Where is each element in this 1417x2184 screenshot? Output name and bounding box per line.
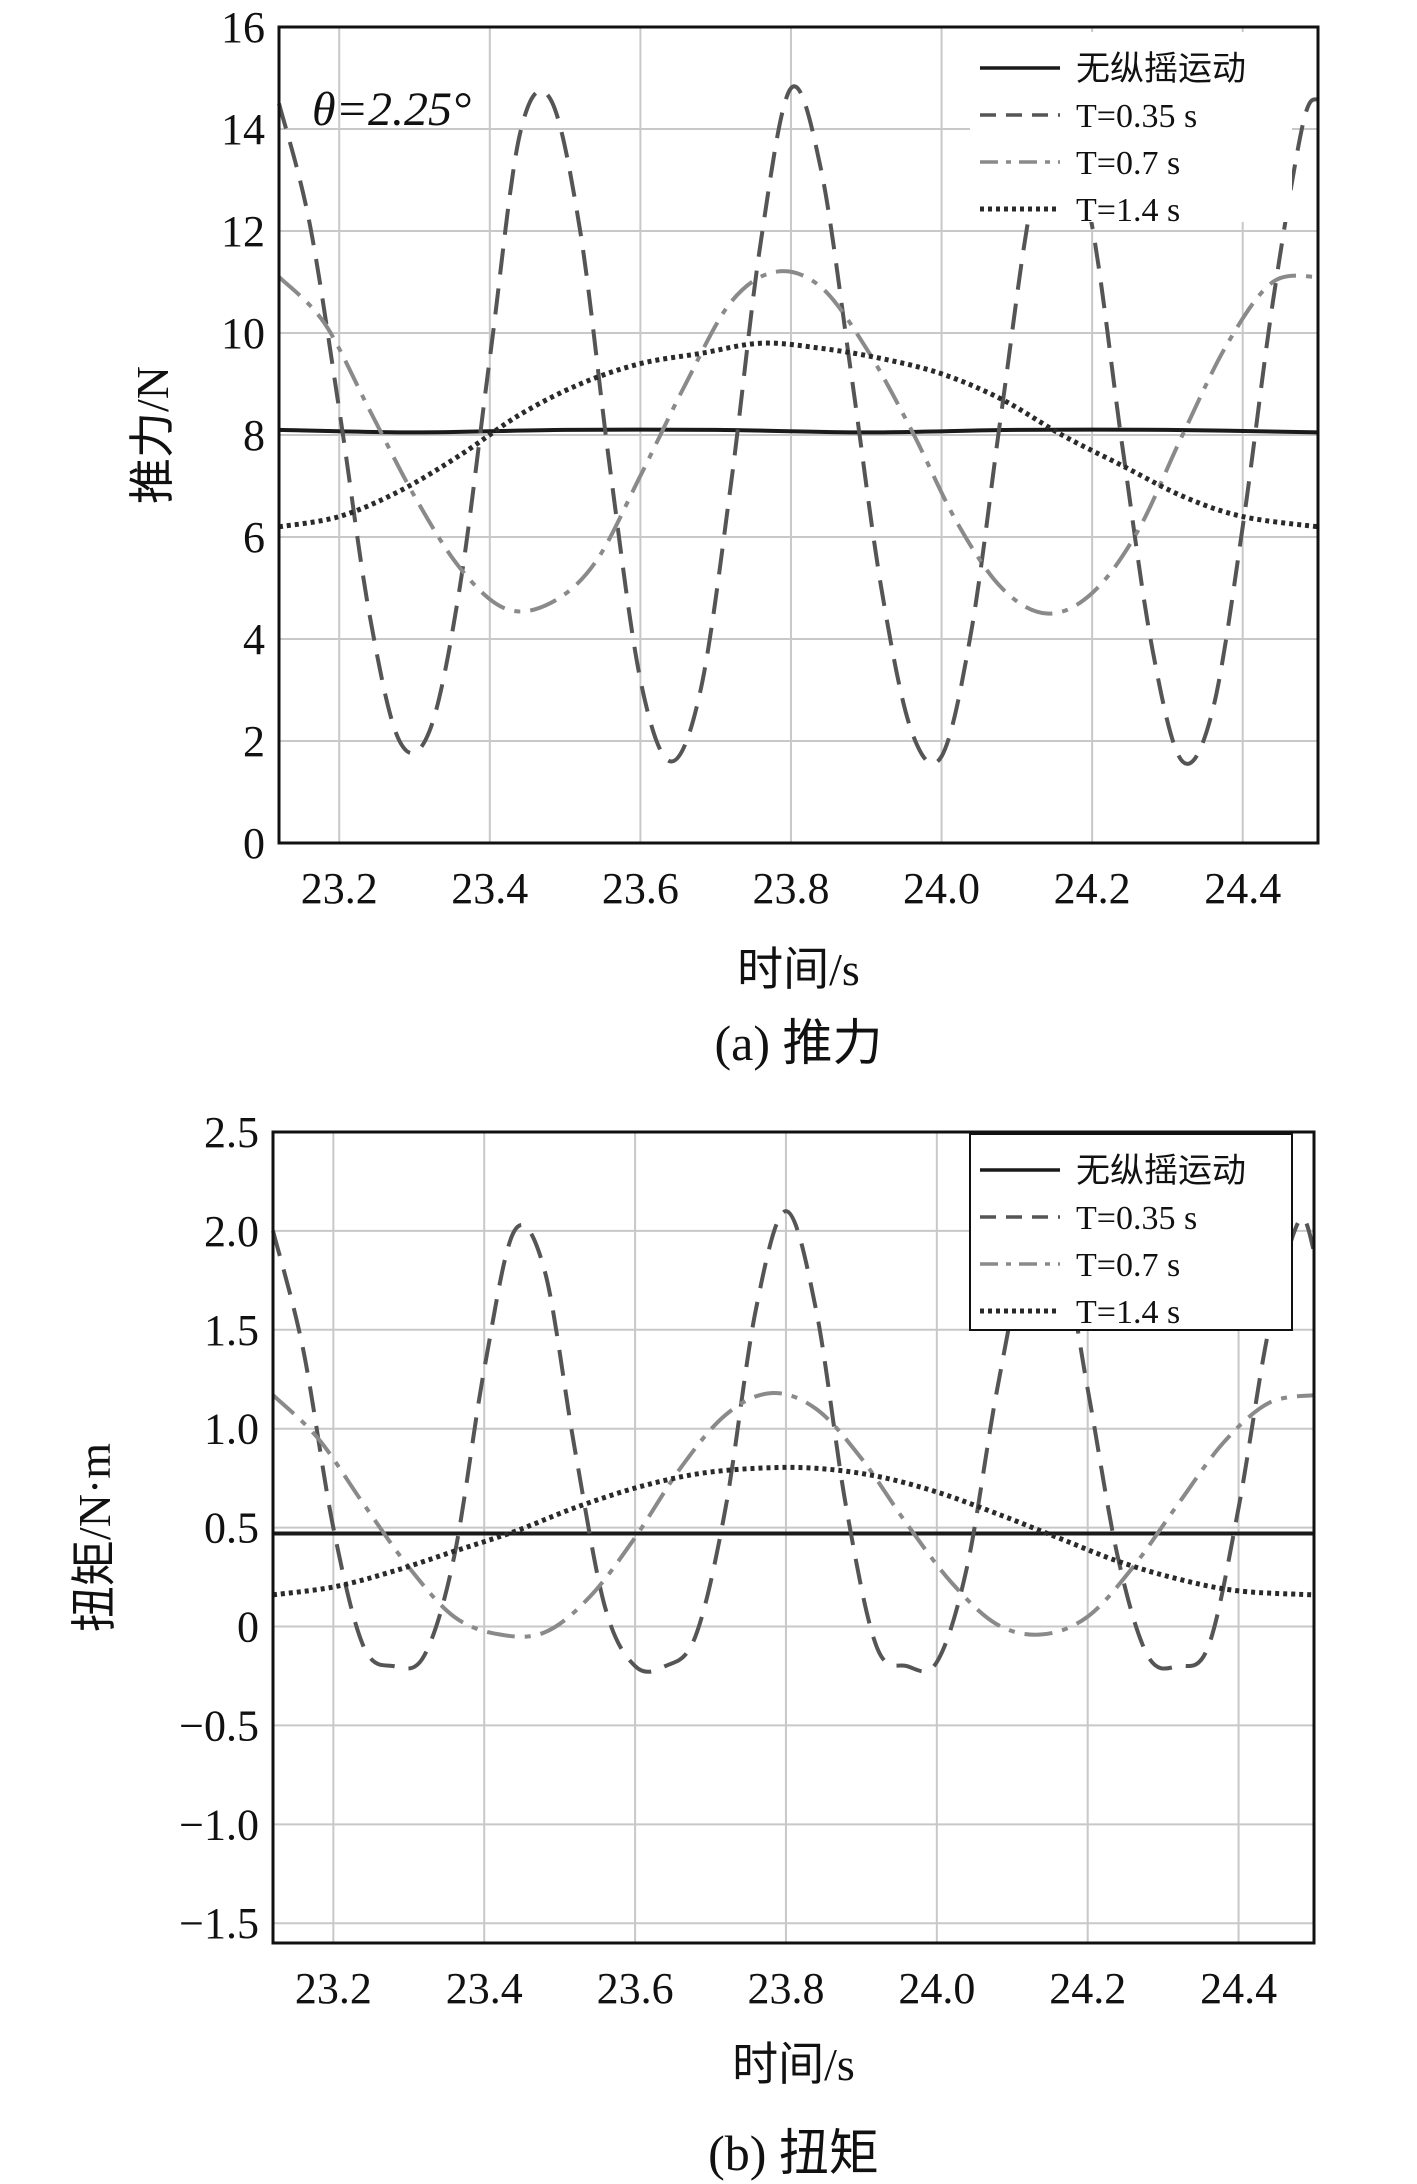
y-tick-label: −1.0 bbox=[179, 1800, 259, 1849]
series-line-torque-3 bbox=[271, 1391, 1315, 1639]
y-tick-label: 10 bbox=[221, 309, 265, 358]
legend-box bbox=[969, 1133, 1293, 1331]
series-line-torque-4 bbox=[272, 1464, 1315, 1598]
legend-label: T=0.7 s bbox=[1076, 1247, 1180, 1284]
legend-label: T=0.35 s bbox=[1076, 98, 1197, 135]
legend-torque: 无纵摇运动 T=0.35 s T=0.7 s T=1.4 s bbox=[969, 1133, 1293, 1331]
panel-thrust: 0 2 4 6 8 10 12 14 16 23.2 23.4 23.6 23.8 24.0 24.2 24… bbox=[127, 3, 1320, 1071]
legend-label: T=0.35 s bbox=[1076, 1200, 1197, 1237]
y-tick-label: 2 bbox=[243, 717, 265, 766]
legend-label: 无纵摇运动 bbox=[1076, 1152, 1246, 1190]
series-group-thrust bbox=[277, 84, 1320, 766]
y-tick-label: 14 bbox=[221, 105, 265, 154]
x-tick-label: 23.4 bbox=[451, 864, 528, 913]
x-tick-labels-torque: 23.2 23.4 23.6 23.8 24.0 24.2 24.4 bbox=[295, 1964, 1277, 2013]
y-axis-title-thrust: 推力/N bbox=[127, 366, 178, 504]
y-tick-label: 16 bbox=[221, 3, 265, 52]
legend-label: 无纵摇运动 bbox=[1076, 50, 1246, 88]
y-tick-label: 12 bbox=[221, 207, 265, 256]
series-line-thrust-1 bbox=[278, 427, 1319, 435]
y-axis-title-torque: 扭矩/N·m bbox=[69, 1443, 120, 1632]
series-group-torque bbox=[271, 1209, 1316, 1674]
panel-torque: −1.5−1.0−0.500.51.01.52.02.5 23.2 23.4 23.… bbox=[69, 1108, 1316, 2181]
series-line-torque-2 bbox=[271, 1209, 1316, 1674]
x-tick-label: 23.6 bbox=[602, 864, 679, 913]
x-tick-label: 23.6 bbox=[597, 1964, 674, 2013]
series-line-thrust-3 bbox=[277, 269, 1319, 616]
y-tick-label: 0.5 bbox=[204, 1504, 259, 1553]
plot-frame-torque bbox=[271, 1130, 1316, 1945]
legend-box bbox=[970, 32, 1292, 222]
legend-thrust: 无纵摇运动 T=0.35 s T=0.7 s T=1.4 s bbox=[970, 32, 1292, 229]
x-tick-label: 23.8 bbox=[752, 864, 829, 913]
x-tick-label: 23.2 bbox=[301, 864, 378, 913]
y-tick-label: 6 bbox=[243, 513, 265, 562]
y-tick-label: 0 bbox=[237, 1603, 259, 1652]
series-line-thrust-2 bbox=[277, 84, 1320, 766]
caption-thrust: (a) 推力 bbox=[715, 1015, 883, 1071]
y-tick-label: 4 bbox=[243, 615, 265, 664]
x-tick-label: 24.2 bbox=[1054, 864, 1131, 913]
x-tick-label: 24.2 bbox=[1049, 1964, 1126, 2013]
y-tick-labels-torque: −1.5 −1.0 −0.5 0 0.5 1.0 1.5 2.0 2.5 bbox=[179, 1108, 259, 1948]
x-tick-label: 23.8 bbox=[747, 1964, 824, 2013]
legend-label: T=0.7 s bbox=[1076, 145, 1180, 182]
x-tick-label: 24.4 bbox=[1200, 1964, 1277, 2013]
y-tick-label: 1.0 bbox=[204, 1405, 259, 1454]
x-tick-label: 24.0 bbox=[903, 864, 980, 913]
y-tick-label: −1.5 bbox=[179, 1899, 259, 1948]
x-axis-title-thrust: 时间/s bbox=[737, 944, 860, 995]
caption-torque: (b) 扭矩 bbox=[708, 2125, 879, 2181]
legend-label: T=1.4 s bbox=[1076, 192, 1180, 229]
x-tick-label: 24.4 bbox=[1204, 864, 1281, 913]
x-tick-label: 23.2 bbox=[295, 1964, 372, 2013]
theta-annotation: θ=2.25° bbox=[312, 83, 471, 136]
y-tick-label: −0.5 bbox=[179, 1701, 259, 1750]
x-axis-title-torque: 时间/s bbox=[732, 2039, 855, 2090]
y-tick-label: 2.5 bbox=[204, 1108, 259, 1157]
y-tick-label: 2.0 bbox=[204, 1207, 259, 1256]
x-tick-label: 23.4 bbox=[446, 1964, 523, 2013]
y-tick-label: 0 bbox=[243, 819, 265, 868]
grid-thrust bbox=[279, 26, 1318, 844]
x-tick-labels-thrust: 23.2 23.4 23.6 23.8 24.0 24.2 24.4 bbox=[301, 864, 1281, 913]
legend-label: T=1.4 s bbox=[1076, 1294, 1180, 1331]
y-tick-labels-thrust: 0 2 4 6 8 10 12 14 16 bbox=[221, 3, 265, 868]
y-tick-label: 1.5 bbox=[204, 1306, 259, 1355]
series-line-thrust-4 bbox=[278, 340, 1319, 530]
plot-frame-thrust bbox=[277, 25, 1320, 845]
x-tick-label: 24.0 bbox=[898, 1964, 975, 2013]
y-tick-label: 8 bbox=[243, 411, 265, 460]
